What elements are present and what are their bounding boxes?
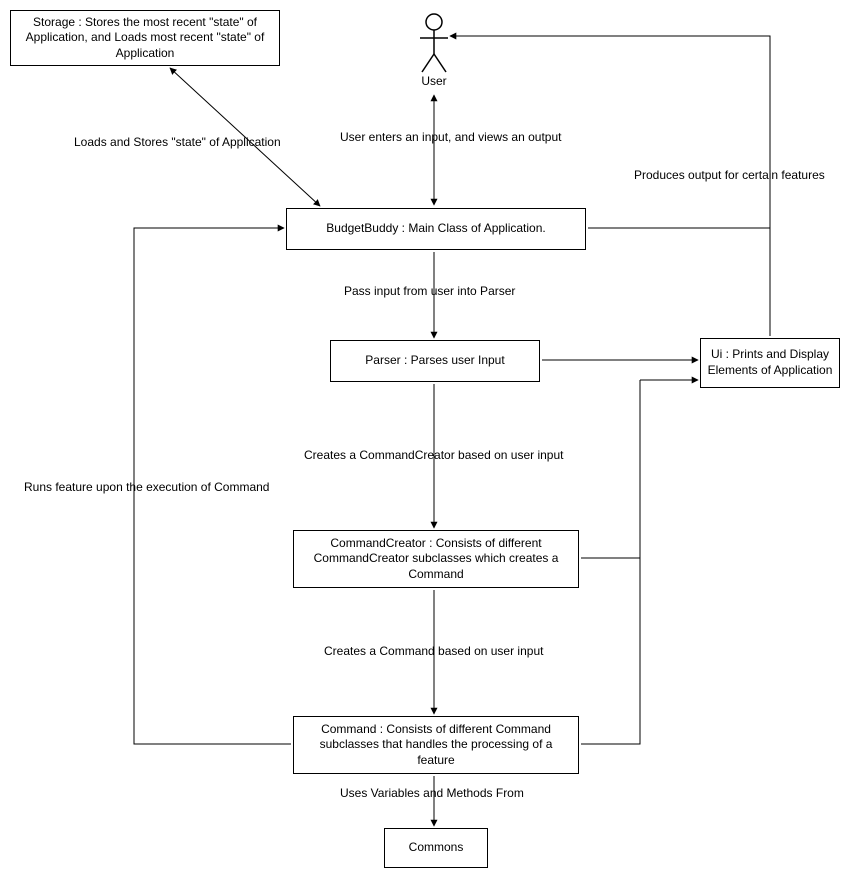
node-commandcreator: CommandCreator : Consists of different C… (293, 530, 579, 588)
user-label: User (414, 74, 454, 90)
edge-commandcreator-ui-stub (581, 380, 640, 558)
label-produces-output: Produces output for certain features (634, 168, 844, 184)
node-parser: Parser : Parses user Input (330, 340, 540, 382)
label-runs-feature: Runs feature upon the execution of Comma… (24, 480, 284, 496)
node-commons: Commons (384, 828, 488, 868)
label-uses-vars: Uses Variables and Methods From (340, 786, 560, 802)
node-ui: Ui : Prints and Display Elements of Appl… (700, 338, 840, 388)
edge-command-ui-stub (581, 380, 640, 744)
node-storage: Storage : Stores the most recent "state"… (10, 10, 280, 66)
node-budgetbuddy: BudgetBuddy : Main Class of Application. (286, 208, 586, 250)
label-user-io: User enters an input, and views an outpu… (340, 130, 600, 146)
diagram-canvas: User Storage : Stores the most recent "s… (0, 0, 858, 891)
label-loads-stores: Loads and Stores "state" of Application (74, 135, 304, 151)
label-creates-cmd: Creates a Command based on user input (324, 644, 584, 660)
node-command: Command : Consists of different Command … (293, 716, 579, 774)
user-actor (420, 14, 448, 72)
label-creates-cc: Creates a CommandCreator based on user i… (304, 448, 604, 464)
label-pass-input: Pass input from user into Parser (344, 284, 564, 300)
